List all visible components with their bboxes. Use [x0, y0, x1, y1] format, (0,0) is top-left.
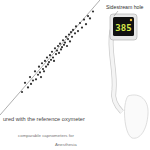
point	[56, 50, 58, 52]
point	[75, 25, 77, 27]
point	[46, 56, 48, 58]
point	[65, 36, 67, 38]
point	[30, 83, 32, 85]
point	[87, 15, 89, 17]
point	[58, 52, 60, 54]
point	[53, 60, 55, 62]
point	[79, 22, 81, 24]
pointer	[114, 11, 118, 16]
point	[41, 62, 43, 64]
device-label: Sidestream hole	[106, 4, 144, 10]
point	[24, 82, 26, 84]
point	[69, 40, 71, 42]
point	[66, 45, 68, 47]
point	[68, 33, 70, 35]
point	[64, 41, 66, 43]
point	[39, 71, 41, 73]
point	[71, 36, 73, 38]
point	[60, 48, 62, 50]
point	[45, 66, 47, 68]
point	[63, 44, 65, 46]
point	[61, 46, 63, 48]
caption-line: Anesthesia	[55, 142, 77, 147]
point	[74, 32, 76, 34]
display-reading: 385	[115, 23, 131, 33]
point	[47, 63, 49, 65]
point	[67, 38, 69, 40]
point	[29, 76, 31, 78]
point	[35, 78, 37, 80]
point	[40, 76, 42, 78]
point	[81, 27, 83, 29]
point	[92, 10, 94, 12]
point	[51, 51, 53, 53]
point	[55, 53, 57, 55]
tube	[111, 30, 122, 112]
point	[52, 56, 54, 58]
point	[89, 17, 91, 19]
x-axis-label: ured with the reference oxymeter	[3, 116, 85, 122]
caption-line: comparable capnometers for	[18, 133, 74, 138]
display	[113, 17, 134, 36]
point	[44, 60, 46, 62]
point	[34, 70, 36, 72]
point	[83, 18, 85, 20]
point	[38, 66, 40, 68]
point	[32, 79, 34, 81]
point	[48, 61, 50, 63]
point	[85, 23, 87, 25]
point	[50, 59, 52, 61]
point	[37, 74, 39, 76]
point	[72, 29, 74, 31]
point	[43, 70, 45, 72]
tube-inner	[111, 30, 122, 112]
device-body	[110, 14, 137, 40]
point	[42, 68, 44, 70]
point	[59, 43, 61, 45]
sensor	[125, 95, 149, 138]
point	[21, 91, 23, 93]
plot-area	[0, 0, 100, 115]
point	[62, 39, 64, 41]
point	[57, 45, 59, 47]
point	[77, 30, 79, 32]
point	[54, 47, 56, 49]
indicator	[130, 19, 132, 21]
figure: ured with the reference oxymeter 385 Sides…	[0, 0, 150, 150]
point	[27, 86, 29, 88]
reference-line	[0, 0, 100, 115]
point	[49, 54, 51, 56]
point	[70, 31, 72, 33]
